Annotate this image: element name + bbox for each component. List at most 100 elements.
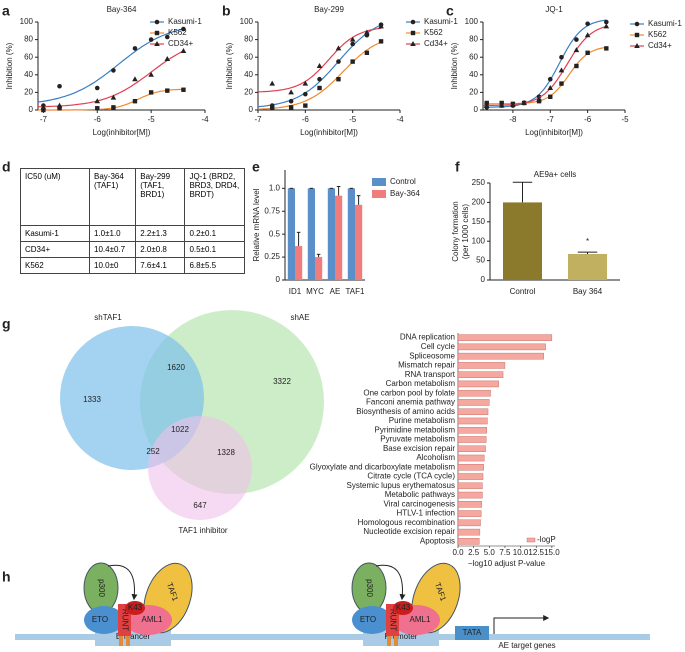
y-tick-label: 50	[476, 256, 485, 265]
ic50-table: IC50 (uM) Bay-364 (TAF1) Bay-299 (TAF1, BR…	[20, 168, 245, 274]
chart-title: Bay-299	[314, 5, 344, 14]
legend-swatch	[372, 178, 386, 186]
legend-label: Cd34+	[648, 41, 672, 50]
y-tick-label: Homologous recombination	[358, 518, 455, 527]
table-cell: 7.6±4.1	[135, 257, 186, 274]
bar	[457, 473, 484, 480]
x-tick-label: -5	[621, 115, 629, 124]
bar	[457, 436, 487, 443]
data-point	[288, 105, 294, 110]
venn-circle	[148, 416, 252, 520]
fit-curve	[257, 27, 382, 93]
element-label: Enhancer	[116, 632, 151, 641]
y-tick-label: 100	[465, 17, 479, 26]
y-tick-label: 20	[469, 88, 478, 97]
y-tick-label: Apoptosis	[420, 536, 455, 545]
data-point	[316, 63, 323, 68]
table-cell: JQ-1 (BRD2, BRD3, DRD4, BRDT)	[184, 168, 245, 226]
data-point	[41, 107, 46, 113]
bar	[457, 334, 553, 341]
x-tick-label: -7	[254, 115, 262, 124]
y-tick-label: 250	[472, 178, 486, 187]
data-point	[603, 23, 610, 29]
y-tick-label: RNA transport	[405, 370, 456, 379]
bar	[335, 195, 343, 280]
legend-marker	[154, 19, 160, 25]
legend-marker	[410, 30, 416, 36]
legend-swatch	[526, 537, 536, 543]
fit-curve	[257, 24, 382, 108]
panel-label: f	[455, 159, 460, 175]
x-tick-label: -5	[349, 115, 357, 124]
y-tick-label: 0	[29, 105, 34, 114]
y-tick-label: One carbon pool by folate	[363, 388, 455, 397]
data-point	[132, 76, 138, 82]
data-point	[574, 37, 579, 42]
venn-count: 647	[193, 501, 207, 510]
y-tick-label: 150	[472, 217, 486, 226]
y-tick-label: 80	[244, 35, 253, 44]
y-tick-label: 80	[24, 35, 33, 44]
y-axis-label: (per 1000 cells)	[461, 204, 470, 259]
table-cell: 10.4±0.7	[88, 241, 137, 258]
bar	[457, 464, 484, 471]
y-tick-label: 200	[472, 198, 486, 207]
panel-label: h	[2, 569, 11, 585]
protein-label: RUNT	[388, 609, 397, 631]
target-label: AE target genes	[498, 641, 555, 650]
table-header: IC50 (uM) Bay-364 (TAF1) Bay-299 (TAF1, BR…	[20, 168, 245, 226]
data-point	[378, 23, 384, 29]
data-point	[573, 47, 580, 53]
x-tick-label: -4	[201, 115, 209, 124]
table-cell: 2.0±0.8	[135, 241, 186, 258]
y-tick-label: 100	[240, 17, 254, 26]
data-point	[180, 48, 187, 54]
bar	[457, 528, 481, 536]
venn-count: 1333	[83, 395, 101, 404]
y-tick-label: 60	[469, 52, 478, 61]
bar	[457, 389, 491, 397]
y-tick-label: 80	[469, 35, 478, 44]
panel-label: b	[222, 3, 231, 19]
data-point	[110, 94, 117, 100]
chart-title: JQ-1	[545, 5, 563, 14]
data-point	[132, 99, 138, 104]
y-axis-label: Inhibition (%)	[225, 42, 234, 89]
legend-marker	[410, 19, 416, 25]
annotation: *	[586, 237, 589, 246]
protein-label: p300	[97, 579, 106, 597]
data-point	[317, 76, 322, 82]
fit-curve	[257, 41, 382, 110]
bar	[457, 538, 480, 545]
x-tick-label: -6	[302, 115, 310, 124]
y-tick-label: Mismatch repair	[398, 361, 455, 370]
data-point	[181, 87, 186, 92]
bar	[457, 426, 487, 434]
table-cell: K562	[20, 257, 90, 274]
data-point	[604, 46, 609, 51]
bar	[307, 188, 315, 280]
chart-title: Bay-364	[107, 5, 137, 14]
bar	[457, 454, 485, 462]
bar	[457, 417, 488, 425]
table-cell: Kasumi-1	[20, 225, 90, 242]
fit-curve	[483, 25, 607, 107]
legend-label: K562	[168, 28, 187, 37]
data-point	[498, 102, 505, 108]
bar	[287, 188, 295, 280]
legend-label: Bay-364	[390, 189, 420, 198]
bar	[457, 510, 482, 517]
data-point	[364, 50, 370, 55]
y-tick-label: Systemic lupus erythematosus	[347, 481, 456, 490]
legend-swatch	[372, 190, 386, 198]
legend-marker	[154, 41, 160, 46]
data-point	[270, 106, 275, 111]
data-point	[111, 68, 116, 73]
bar	[457, 445, 486, 453]
data-point	[288, 98, 294, 104]
venn-set-label: shAE	[290, 313, 309, 322]
table-cell: Bay-299 (TAF1, BRD1)	[135, 168, 186, 226]
x-tick-label: 15.0	[544, 548, 560, 557]
y-tick-label: 0	[276, 275, 281, 284]
x-tick-label: TAF1	[346, 287, 366, 296]
